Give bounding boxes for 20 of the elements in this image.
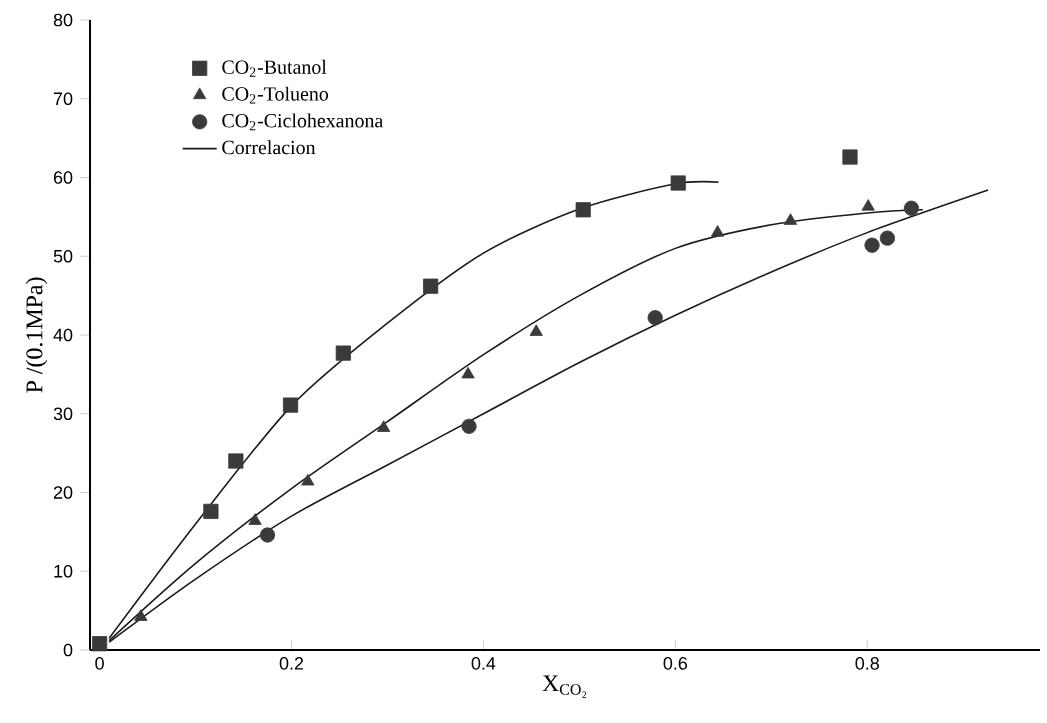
legend-label: CO$_{2}$-Butanol	[222, 59, 327, 77]
y-tick-label: 40	[53, 328, 73, 342]
y-tick-label: 10	[54, 564, 73, 578]
legend-label: CO$_{2}$-Ciclohexanona	[222, 113, 383, 131]
x-tick-label: 0.2	[279, 657, 304, 670]
y-tick-label: 0	[63, 643, 73, 657]
legend-label: Correlacion	[222, 140, 316, 155]
legend-label: CO$_{2}$-Tolueno	[222, 86, 329, 104]
x-tick-label: 0.8	[855, 657, 879, 670]
x-axis-title: X$_{CO₂}$	[542, 675, 587, 698]
y-tick-label: 30	[53, 407, 73, 421]
y-tick-label: 60	[53, 171, 73, 184]
y-axis-title: P /(0.1MPa)	[25, 277, 48, 393]
x-tick-label: 0	[95, 657, 104, 670]
y-tick-label: 80	[53, 13, 73, 27]
y-tick-label: 70	[53, 92, 73, 106]
x-tick-label: 0.6	[663, 657, 688, 670]
y-tick-label: 50	[53, 249, 73, 263]
x-tick-label: 0.4	[471, 657, 496, 670]
y-tick-label: 20	[53, 486, 73, 499]
